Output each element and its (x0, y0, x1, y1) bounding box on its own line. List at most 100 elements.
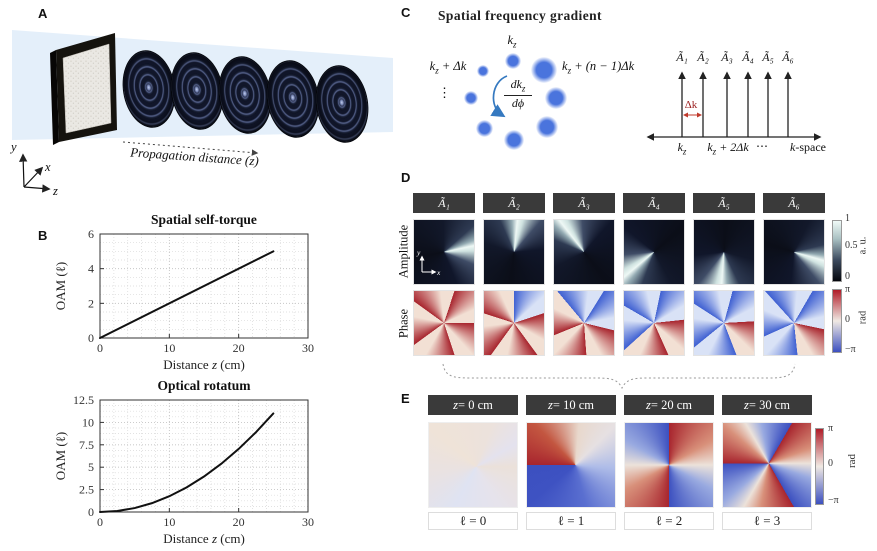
frequency-dot-4 (475, 119, 493, 137)
d-column-header-1: Ã₁ (413, 193, 475, 213)
x-tick-label: 20 (233, 341, 245, 355)
e-header-var: z (453, 397, 459, 412)
frequency-dot-3 (463, 90, 479, 106)
phase-map-3 (553, 290, 615, 356)
y-tick-label: 5 (88, 460, 94, 474)
amplitude-map-3 (553, 219, 615, 285)
e-oam-label-4: ℓ = 3 (722, 512, 812, 530)
e-header-var: z (744, 397, 749, 412)
y-axis-title: OAM (ℓ) (53, 432, 68, 480)
y-tick-label: 6 (88, 227, 94, 241)
d-column-header-3: Ã₃ (553, 193, 615, 213)
x-tick-label: 30 (302, 515, 314, 529)
y-tick-label: 4 (88, 262, 94, 276)
frequency-dot-5 (504, 130, 524, 150)
x-axis-arrow (23, 166, 44, 188)
axis-box (99, 233, 309, 339)
axis-box (99, 399, 309, 513)
kz-label: kz (507, 33, 517, 50)
amp-cb-tick-0: 0 (845, 271, 850, 282)
panel-c-title: Spatial frequency gradient (438, 8, 602, 23)
e-phase-map-2 (526, 422, 616, 508)
e-phase-map-1 (428, 422, 518, 508)
x-axis-title: Distance z (cm) (163, 531, 245, 546)
spectral-amplitude-label-1: Ã₁ (676, 50, 688, 64)
panel-d-label: D (401, 170, 411, 185)
k-space-tick-kz: kz (677, 140, 687, 157)
e-header-1: z = 0 cm (428, 395, 518, 415)
spectral-amplitude-label-3: Ã₃ (721, 50, 733, 64)
gather-brace (442, 363, 796, 390)
e-phase-map-3 (624, 422, 714, 508)
k-space-tick-kz2dk: kz + 2Δk (707, 140, 749, 157)
e-header-var: z (548, 397, 553, 412)
y-axis-label: y (11, 140, 17, 154)
e-cb-tick-0: 0 (828, 458, 833, 469)
e-header-rest: = 10 cm (552, 397, 594, 412)
dkz-dphi-fraction: dkz dϕ (504, 78, 532, 109)
panel-c-label: C (401, 5, 411, 20)
phase-cb-tick-0: 0 (845, 314, 850, 325)
phase-cb-tick-negpi: −π (845, 344, 856, 355)
spectral-amplitude-label-5: Ã₅ (762, 50, 774, 64)
e-header-3: z = 20 cm (624, 395, 714, 415)
y-axis-title: OAM (ℓ) (53, 262, 68, 310)
chart-title: Spatial self-torque (151, 212, 257, 227)
plate-side (50, 50, 59, 145)
amp-cb-unit-label: a. u. (857, 236, 869, 255)
phase-map-5 (693, 290, 755, 356)
phase-map-6 (763, 290, 825, 356)
frequency-dot-7 (544, 86, 568, 110)
d-column-header-6: Ã₆ (763, 193, 825, 213)
x-axis-label: x (45, 160, 51, 174)
y-tick-label: 12.5 (73, 393, 94, 407)
spectral-amplitude-label-2: Ã₂ (697, 50, 709, 64)
amp-cb-tick-05: 0.5 (845, 240, 858, 251)
chart-optical-rotatum: 0 10 20 30 0 2.5 5 7.5 10 12.5 Optical rotatum Dist… (53, 378, 314, 546)
data-line (99, 250, 275, 339)
y-tick-label: 7.5 (79, 438, 94, 452)
x-tick-label: 10 (163, 515, 175, 529)
phase-map-4 (623, 290, 685, 356)
e-oam-label-2: ℓ = 1 (526, 512, 616, 530)
spectral-amplitude-label-4: Ã₄ (742, 50, 754, 64)
inset-x-label: x (436, 268, 441, 277)
y-tick-label: 0 (88, 505, 94, 519)
e-cb-tick-negpi: −π (828, 495, 839, 506)
amplitude-map-4 (623, 219, 685, 285)
x-tick-label: 20 (233, 515, 245, 529)
kz-n1dk-label: kz + (n − 1)Δk (562, 59, 635, 76)
phase-colorbar (832, 289, 842, 353)
phase-cb-unit-label: rad (857, 310, 869, 325)
x-tick-label: 0 (97, 515, 103, 529)
e-header-var: z (646, 397, 651, 412)
inset-axes: y x (416, 248, 441, 277)
e-oam-label-3: ℓ = 2 (624, 512, 714, 530)
z-axis-label: z (53, 184, 58, 198)
amplitude-colorbar (832, 220, 842, 282)
x-axis-title: Distance z (cm) (163, 357, 245, 372)
phase-row-label: Phase (396, 308, 411, 339)
k-space-dots: ⋯ (756, 139, 768, 153)
e-header-2: z = 10 cm (526, 395, 616, 415)
x-tick-label: 30 (302, 341, 314, 355)
amplitude-map-6 (763, 219, 825, 285)
z-axis-arrow (23, 184, 51, 193)
x-tick-label: 0 (97, 341, 103, 355)
panel-e-label: E (401, 391, 410, 406)
d-column-header-2: Ã₂ (483, 193, 545, 213)
e-oam-label-1: ℓ = 0 (428, 512, 518, 530)
phase-cb-tick-pi: π (845, 284, 851, 295)
x-tick-label: 10 (163, 341, 175, 355)
panel-b-label: B (38, 228, 48, 243)
ellipsis-vertical: ⋮ (438, 85, 451, 100)
frequency-dot-1 (505, 53, 521, 69)
e-header-rest: = 0 cm (458, 397, 493, 412)
y-axis-arrow (19, 153, 28, 188)
plate-screen (62, 43, 112, 134)
chart-title: Optical rotatum (157, 378, 251, 393)
panel-c-diagram (490, 71, 822, 141)
e-header-4: z = 30 cm (722, 395, 812, 415)
rotation-arrow (490, 75, 508, 118)
delta-k-label: Δk (684, 99, 698, 111)
